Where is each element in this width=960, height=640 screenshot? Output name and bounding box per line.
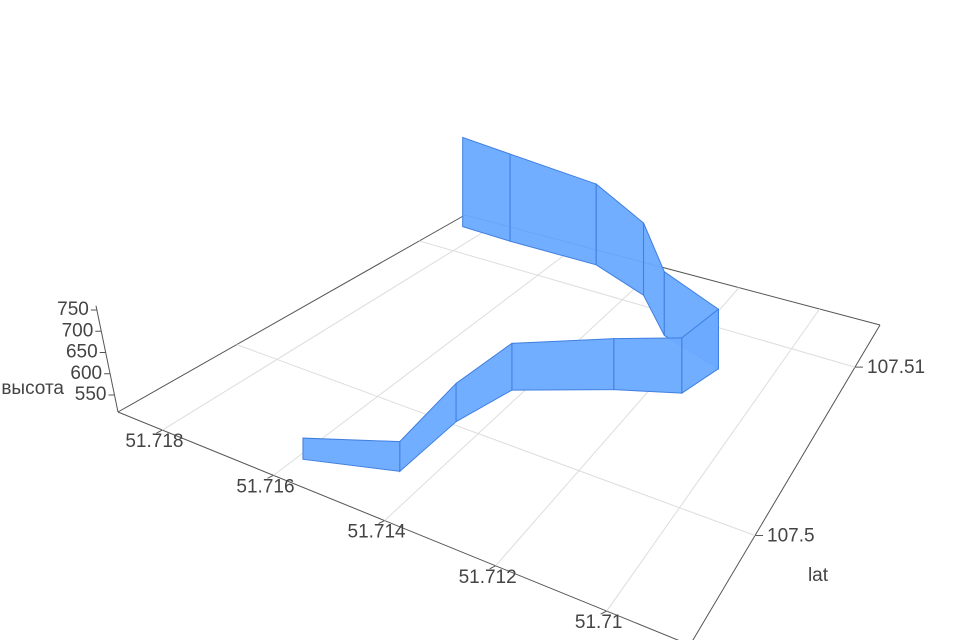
- ribbon-segment: [595, 183, 645, 297]
- z-tick-label: 650: [66, 342, 98, 363]
- z-tick-label: 750: [57, 299, 89, 320]
- x-tick-label: 51.714: [348, 522, 407, 543]
- ribbon-segment: [613, 337, 683, 394]
- grid-line: [236, 344, 756, 536]
- floor-edge: [692, 324, 881, 640]
- x-tick-label: 51.716: [236, 476, 294, 497]
- y-tick-label: 107.51: [867, 357, 925, 378]
- floor-edge: [117, 214, 466, 413]
- grid-line: [419, 240, 856, 368]
- y-tick-label: 107.5: [767, 526, 815, 547]
- ribbon-segment: [302, 437, 401, 472]
- z-axis: [95, 305, 119, 413]
- tick-mark: [378, 520, 385, 525]
- ribbon-segment: [399, 382, 457, 473]
- tick-mark: [267, 474, 274, 479]
- tick-mark: [600, 610, 607, 615]
- z-tick-label: 550: [75, 384, 107, 405]
- x-tick-label: 51.712: [459, 567, 517, 588]
- ribbon-segment: [509, 153, 597, 266]
- grid-line: [606, 308, 820, 612]
- grid-line: [273, 244, 579, 476]
- grid-line: [384, 265, 659, 521]
- y-axis-label: lat: [808, 565, 829, 586]
- ribbon-segment: [511, 338, 615, 391]
- ribbon-segment: [643, 222, 665, 336]
- z-tick-label: 700: [62, 320, 94, 341]
- ribbon-segment: [462, 136, 511, 242]
- z-axis-label: высота: [1, 378, 64, 399]
- grid-line: [162, 223, 498, 431]
- tick-mark: [489, 565, 496, 570]
- x-tick-label: 51.718: [125, 431, 183, 452]
- tick-mark: [156, 429, 163, 434]
- floor-edge: [117, 411, 680, 640]
- x-tick-label: 51.71: [575, 612, 623, 633]
- z-tick-label: 600: [70, 363, 102, 384]
